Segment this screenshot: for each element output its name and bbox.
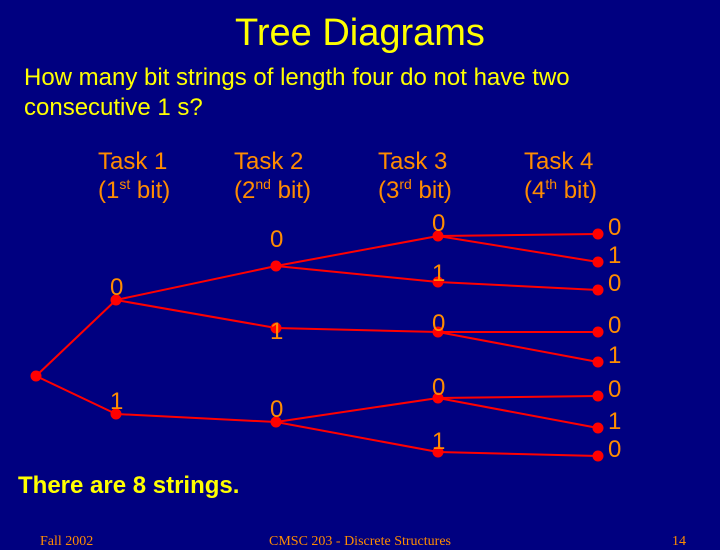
l4-node-0: 0 (608, 214, 621, 242)
task-label: Task 3 (378, 148, 447, 175)
tree-diagram: 010100100101001010 (0, 218, 720, 478)
l4-node-7: 0 (608, 436, 621, 464)
slide-question: How many bit strings of length four do n… (0, 55, 720, 123)
l4-node-4: 1 (608, 342, 621, 370)
task-header-1: Task 1(1st bit) (98, 148, 170, 204)
l4-node-5: 0 (608, 376, 621, 404)
task-sub: (2nd bit) (234, 177, 311, 204)
task-header-4: Task 4(4th bit) (524, 148, 597, 204)
footer-center: CMSC 203 - Discrete Structures (0, 534, 720, 550)
l4-node-2: 0 (608, 270, 621, 298)
l1-node-0: 0 (110, 274, 123, 302)
task-label: Task 2 (234, 148, 303, 175)
task-label: Task 1 (98, 148, 167, 175)
l2-node-0: 0 (270, 226, 283, 254)
l3-node-0: 0 (432, 210, 445, 238)
task-header-2: Task 2(2nd bit) (234, 148, 311, 204)
l3-node-3: 0 (432, 374, 445, 402)
l4-node-3: 0 (608, 312, 621, 340)
l1-node-1: 1 (110, 388, 123, 416)
slide-title: Tree Diagrams (0, 0, 720, 55)
l4-node-1: 1 (608, 242, 621, 270)
l3-node-4: 1 (432, 428, 445, 456)
task-sub: (1st bit) (98, 177, 170, 204)
task-sub: (4th bit) (524, 177, 597, 204)
task-header-3: Task 3(3rd bit) (378, 148, 452, 204)
task-sub: (3rd bit) (378, 177, 452, 204)
footer-right: 14 (672, 534, 686, 550)
task-label: Task 4 (524, 148, 593, 175)
l3-node-1: 1 (432, 260, 445, 288)
l2-node-2: 0 (270, 396, 283, 424)
l3-node-2: 0 (432, 310, 445, 338)
conclusion-text: There are 8 strings. (18, 472, 239, 500)
l2-node-1: 1 (270, 318, 283, 346)
l4-node-6: 1 (608, 408, 621, 436)
